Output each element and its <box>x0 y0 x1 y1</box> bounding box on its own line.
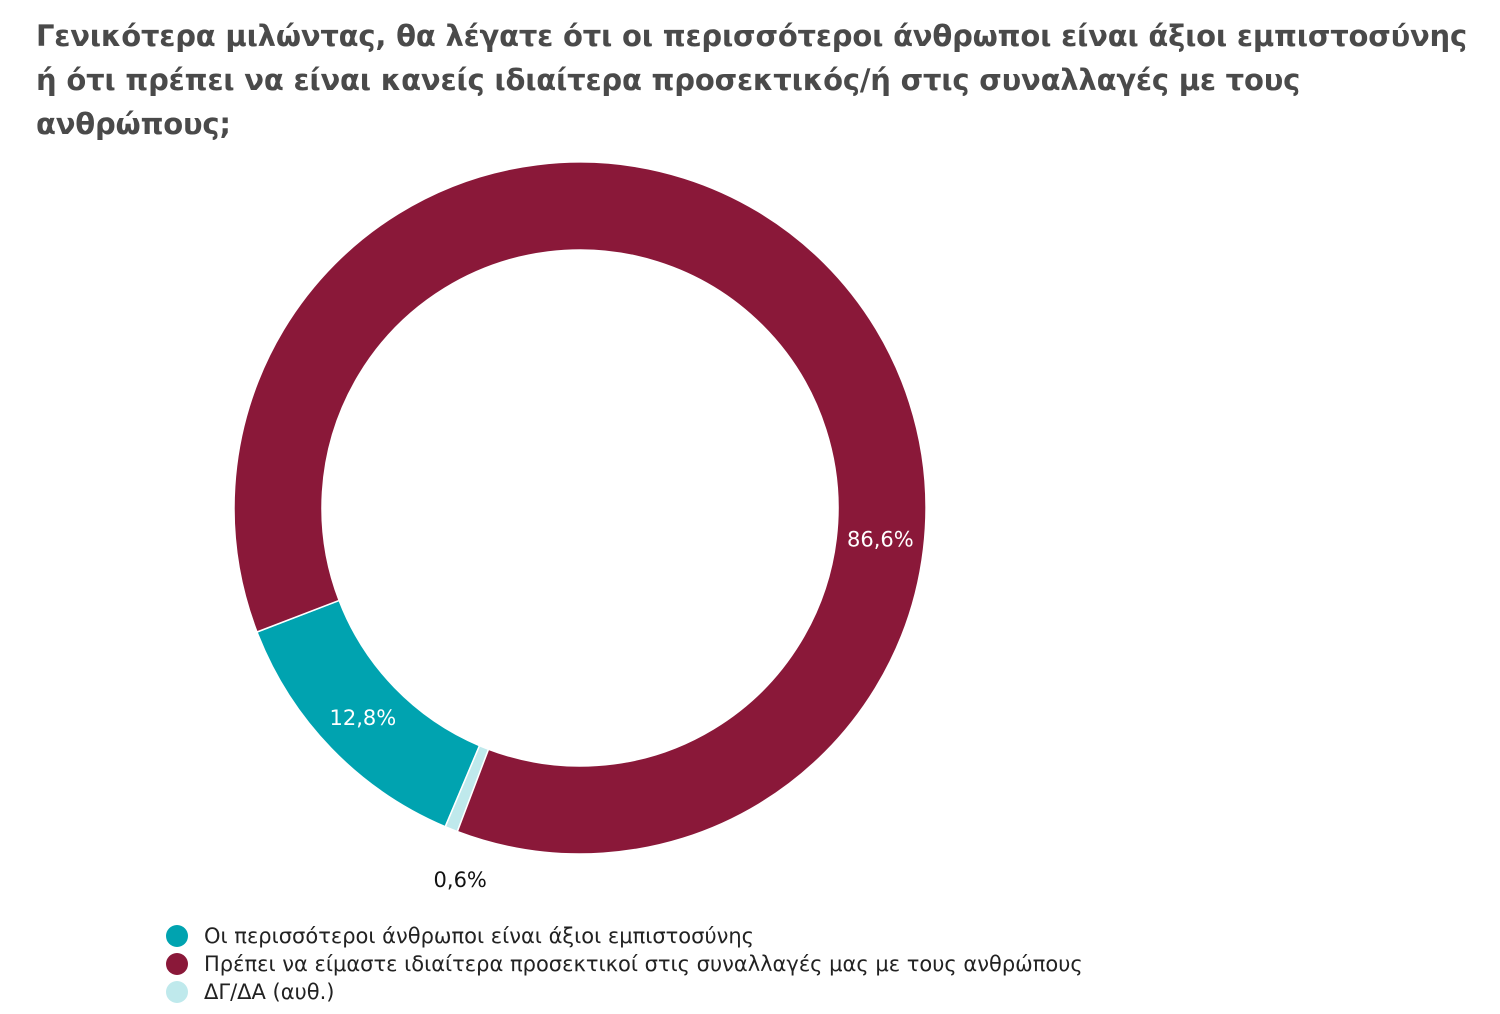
legend-swatch-dk-na <box>166 981 188 1003</box>
donut-slice-2 <box>233 161 927 855</box>
legend-item-dk-na: ΔΓ/ΔΑ (αυθ.) <box>166 978 1083 1006</box>
legend-item-careful: Πρέπει να είμαστε ιδιαίτερα προσεκτικοί … <box>166 950 1083 978</box>
data-label-0: 12,8% <box>330 706 397 730</box>
legend-label-dk-na: ΔΓ/ΔΑ (αυθ.) <box>204 980 335 1004</box>
data-label-2: 86,6% <box>847 528 914 552</box>
legend-swatch-trustworthy <box>166 925 188 947</box>
chart-title: Γενικότερα μιλώντας, θα λέγατε ότι οι πε… <box>36 19 1467 141</box>
legend-label-trustworthy: Οι περισσότεροι άνθρωποι είναι άξιοι εμπ… <box>204 924 754 948</box>
data-label-1: 0,6% <box>434 868 487 892</box>
legend-label-careful: Πρέπει να είμαστε ιδιαίτερα προσεκτικοί … <box>204 952 1083 976</box>
legend-item-trustworthy: Οι περισσότεροι άνθρωποι είναι άξιοι εμπ… <box>166 922 1083 950</box>
legend: Οι περισσότεροι άνθρωποι είναι άξιοι εμπ… <box>166 922 1083 1006</box>
legend-swatch-careful <box>166 953 188 975</box>
